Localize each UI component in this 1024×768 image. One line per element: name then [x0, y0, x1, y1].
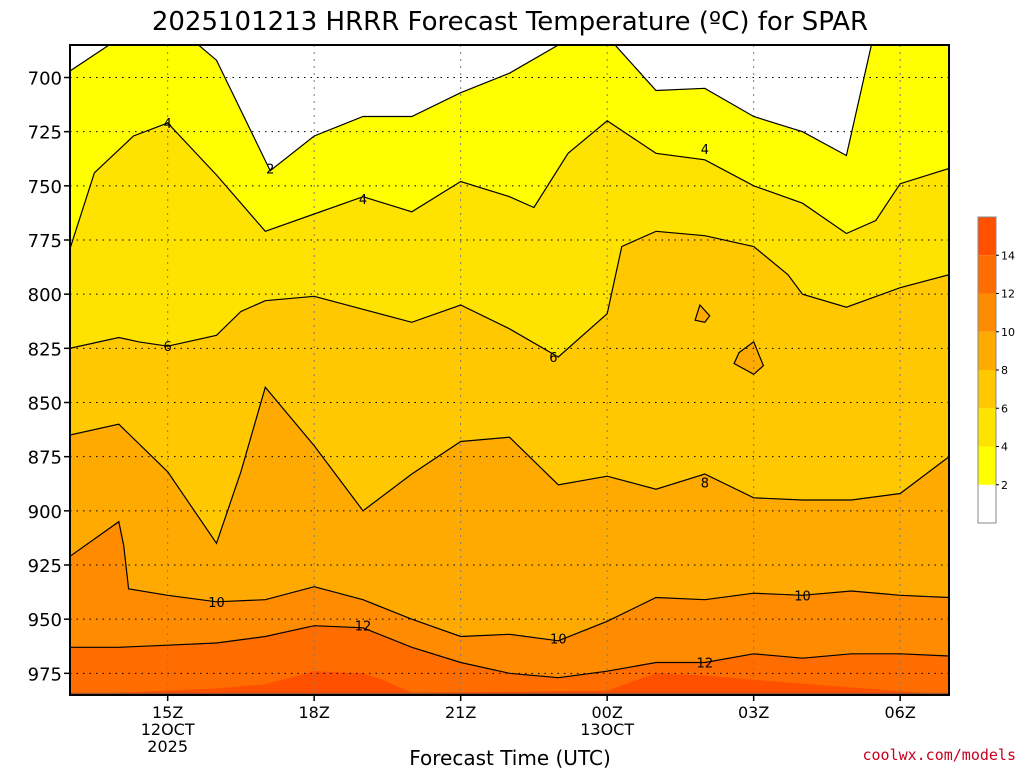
y-tick-label: 750 [28, 177, 62, 198]
colorbar-label: 12 [1001, 288, 1015, 301]
y-tick-label: 850 [28, 394, 62, 415]
x-tick-label: 03Z [738, 703, 769, 722]
y-axis: 700 725 750 775 800 825 850 875 900 925 950 975 [28, 69, 70, 685]
y-tick-label: 775 [28, 231, 62, 252]
contour-fill-14 [70, 671, 949, 695]
contour-label: 12 [355, 620, 372, 635]
colorbar-label: 10 [1001, 326, 1015, 339]
y-tick-label: 725 [28, 123, 62, 144]
colorbar-label: 2 [1001, 479, 1008, 492]
island-fill-1 [734, 341, 764, 375]
y-tick-label: 925 [28, 556, 62, 577]
ground-strip [70, 692, 949, 695]
contour-label: 8 [701, 477, 709, 492]
contour-label: 4 [359, 193, 367, 208]
x-tick-label: 15Z [152, 703, 183, 722]
contour-line-10 [70, 520, 949, 642]
y-tick-label: 825 [28, 339, 62, 360]
y-tick-label: 900 [28, 502, 62, 523]
contour-label: 12 [697, 657, 714, 672]
contour-labels: 2 4 4 4 6 6 8 10 10 10 12 12 [164, 117, 811, 672]
contour-lines [70, 45, 949, 679]
x-tick-label: 2025 [147, 737, 188, 756]
x-tick-label: 13OCT [580, 720, 634, 739]
credit-text: coolwx.com/models [862, 746, 1016, 764]
colorbar-bin [978, 255, 996, 294]
island-line-1 [733, 340, 765, 376]
x-tick-label: 06Z [885, 703, 916, 722]
x-tick-label: 18Z [299, 703, 330, 722]
contour-label: 4 [164, 117, 172, 132]
contour-line-4 [70, 120, 949, 249]
colorbar-label: 14 [1001, 249, 1015, 262]
colorbar-bin [978, 484, 996, 523]
colorbar-bin [978, 331, 996, 370]
y-tick-label: 975 [28, 664, 62, 685]
colorbar-label: 8 [1001, 364, 1008, 377]
colorbar-bin [978, 446, 996, 485]
contour-label: 6 [549, 351, 557, 366]
contour-label: 10 [794, 589, 811, 604]
colorbar-bin [978, 408, 996, 447]
chart-title: 2025101213 HRRR Forecast Temperature (ºC… [152, 7, 868, 37]
x-tick-label: 21Z [445, 703, 476, 722]
x-tick-label: 00Z [592, 703, 623, 722]
ground-fill [70, 692, 949, 695]
colorbar-bin [978, 370, 996, 409]
y-tick-label: 875 [28, 448, 62, 469]
y-tick-label: 700 [28, 69, 62, 90]
contour-line-8 [70, 386, 949, 545]
plot-area [70, 45, 949, 695]
y-tick-label: 800 [28, 285, 62, 306]
contour-line-2 [70, 45, 873, 172]
contour-label: 10 [208, 596, 225, 611]
colorbar-label: 6 [1001, 402, 1008, 415]
contour-label: 6 [164, 340, 172, 355]
contour-line-6 [70, 230, 949, 358]
colorbar-label: 4 [1001, 441, 1008, 454]
plot-frame [69, 44, 950, 696]
colorbar-bin [978, 293, 996, 332]
contour-fills [70, 45, 949, 695]
x-tick-label: 12OCT [141, 720, 195, 739]
contour-line-12 [70, 625, 949, 679]
colorbar-bin [978, 217, 996, 256]
x-axis-label: Forecast Time (UTC) [409, 746, 611, 768]
island-line-0 [694, 303, 711, 323]
colorbar: 2 4 6 8 10 12 14 [977, 216, 1015, 524]
contour-label: 2 [266, 163, 274, 178]
contour-label: 10 [550, 633, 567, 648]
y-tick-label: 950 [28, 610, 62, 631]
contour-label: 4 [701, 143, 709, 158]
